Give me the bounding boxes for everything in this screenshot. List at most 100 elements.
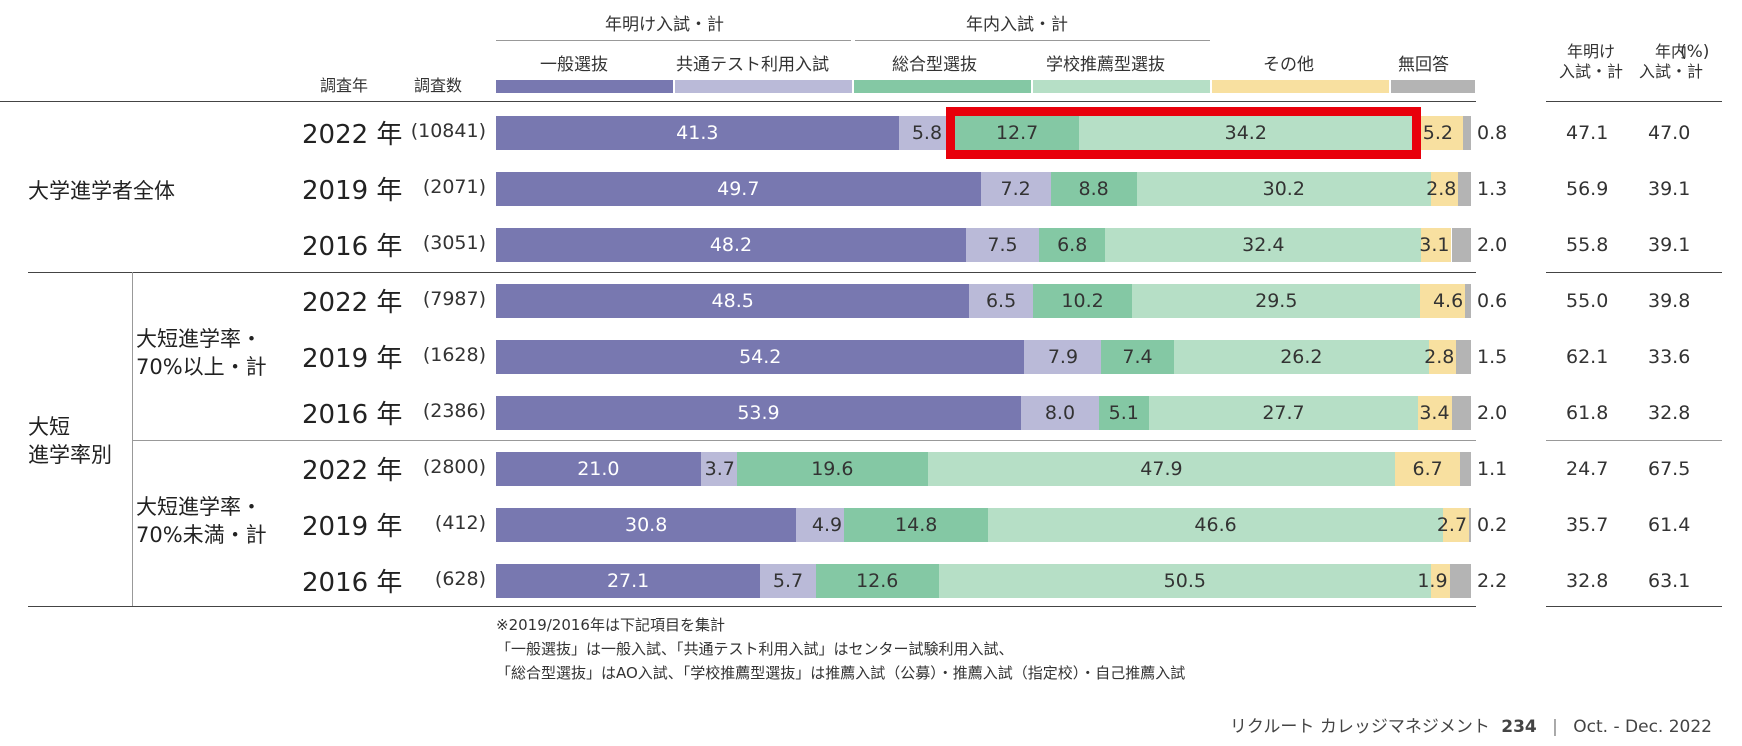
stacked-bar: 49.7 7.2 8.8 30.2 2.8 1.3 bbox=[496, 172, 1507, 206]
note-line-3: 「総合型選抜」はAO入試、「学校推薦型選抜」は推薦入試（公募）・推薦入試（指定校… bbox=[496, 664, 1186, 682]
bar-value-label-mukaito: 1.3 bbox=[1477, 178, 1508, 200]
legend-label-sogo: 総合型選抜 bbox=[892, 55, 977, 75]
bar-segment-kyotsu bbox=[760, 564, 816, 598]
bar-segment-ippan bbox=[496, 396, 1021, 430]
bar-value-label-suisen: 50.5 bbox=[1163, 570, 1206, 592]
row-nennai-total: 39.1 bbox=[1648, 178, 1691, 200]
bar-value-label-sogo: 5.1 bbox=[1108, 402, 1139, 424]
bar-segment-sogo bbox=[955, 116, 1080, 150]
bar-value-label-ippan: 48.2 bbox=[709, 234, 753, 256]
legend-swatch-sonota bbox=[1212, 80, 1389, 93]
row-ake-total: 61.8 bbox=[1566, 402, 1609, 424]
row-count-label: (628) bbox=[434, 568, 486, 590]
bar-value-label-sogo: 7.4 bbox=[1122, 346, 1153, 368]
note-line-1: ※2019/2016年は下記項目を集計 bbox=[496, 616, 725, 634]
footer-publication: リクルート カレッジマネジメント bbox=[1229, 717, 1490, 737]
bar-value-label-mukaito: 2.0 bbox=[1477, 234, 1508, 256]
rule-header-left bbox=[0, 101, 1476, 102]
bar-segment-kyotsu bbox=[1024, 340, 1102, 374]
row-count-label: (2800) bbox=[422, 456, 486, 478]
footer: リクルート カレッジマネジメント 234 | Oct. - Dec. 2022 bbox=[1230, 712, 1712, 737]
bar-value-label-ippan: 48.5 bbox=[711, 290, 754, 312]
subgroup-divider bbox=[132, 272, 133, 606]
bar-value-label-mukaito: 0.6 bbox=[1477, 290, 1508, 312]
bar-value-label-mukaito: 2.2 bbox=[1477, 570, 1508, 592]
column-header-count: 調査数 bbox=[414, 76, 463, 95]
row-year-label: 2016 年 bbox=[302, 400, 403, 430]
group-header-nennai: 年内入試・計 bbox=[966, 15, 1068, 35]
legend-label-mukaito: 無回答 bbox=[1398, 55, 1449, 75]
bar-value-label-mukaito: 0.2 bbox=[1477, 514, 1508, 536]
bar-segment-sonota bbox=[1442, 508, 1470, 542]
bar-value-label-sonota: 4.6 bbox=[1432, 290, 1464, 312]
row-nennai-total: 61.4 bbox=[1648, 514, 1691, 536]
row-count-label: (7987) bbox=[422, 288, 486, 310]
group-header-ake-rule bbox=[496, 40, 851, 41]
bar-value-label-sonota: 6.7 bbox=[1412, 458, 1443, 480]
bar-segment-suisen bbox=[1105, 228, 1422, 262]
bar-segment-kyotsu bbox=[700, 452, 737, 486]
bar-value-label-mukaito: 1.1 bbox=[1477, 458, 1508, 480]
row-ake-total: 35.7 bbox=[1566, 514, 1609, 536]
stacked-bar: 48.2 7.5 6.8 32.4 3.1 2.0 bbox=[496, 228, 1507, 262]
bar-segment-ippan bbox=[496, 116, 899, 150]
row-count-label: (2071) bbox=[422, 176, 486, 198]
legend-swatch-sogo bbox=[854, 80, 1031, 93]
bar-segment-kyotsu bbox=[969, 284, 1033, 318]
bar-segment-suisen bbox=[938, 564, 1432, 598]
bar-segment-ippan bbox=[496, 564, 761, 598]
row-year-label: 2022 年 bbox=[302, 456, 403, 486]
stacked-bar: 30.8 4.9 14.8 46.6 2.7 0.2 bbox=[496, 508, 1507, 542]
bar-value-label-ippan: 30.8 bbox=[624, 514, 668, 536]
row-count-label: (412) bbox=[434, 512, 486, 534]
bar-value-label-ippan: 27.1 bbox=[606, 570, 650, 592]
bar-value-label-sogo: 19.6 bbox=[811, 458, 854, 480]
bar-segment-suisen bbox=[1148, 396, 1419, 430]
row-ake-total: 47.1 bbox=[1566, 122, 1609, 144]
group-label-rate: 大短 進学率別 bbox=[28, 415, 112, 467]
legend-swatch-suisen bbox=[1033, 80, 1210, 93]
bar-segment-kyotsu bbox=[796, 508, 845, 542]
bar-segment-mukaito bbox=[1463, 116, 1471, 150]
stacked-bar: 53.9 8.0 5.1 27.7 3.4 2.0 bbox=[496, 396, 1507, 430]
stacked-bar: 48.5 6.5 10.2 29.5 4.6 0.6 bbox=[496, 284, 1507, 318]
bar-value-label-suisen: 46.6 bbox=[1194, 514, 1237, 536]
bar-segment-mukaito bbox=[1469, 508, 1471, 542]
bar-value-label-sonota: 3.1 bbox=[1419, 234, 1450, 256]
subgroup-label-low: 大短進学率・ 70%未満・計 bbox=[136, 495, 267, 547]
bar-value-label-sonota: 1.9 bbox=[1417, 570, 1448, 592]
bar-segment-sogo bbox=[815, 564, 939, 598]
bar-value-label-suisen: 29.5 bbox=[1255, 290, 1298, 312]
column-header-nennai-total: 年内 入試・計 bbox=[1638, 42, 1703, 81]
bar-value-label-sogo: 12.6 bbox=[856, 570, 899, 592]
bar-segment-sonota bbox=[1431, 172, 1459, 206]
row-nennai-total: 47.0 bbox=[1648, 122, 1691, 144]
row-count-label: (2386) bbox=[422, 400, 486, 422]
bar-value-label-ippan: 21.0 bbox=[577, 458, 620, 480]
row-nennai-total: 32.8 bbox=[1648, 402, 1691, 424]
bar-segment-kyotsu bbox=[1021, 396, 1099, 430]
bar-segment-suisen bbox=[1079, 116, 1413, 150]
legend-swatch-kyotsu bbox=[675, 80, 852, 93]
rule-group1-left bbox=[28, 272, 1476, 273]
row-nennai-total: 63.1 bbox=[1648, 570, 1691, 592]
group-label-all: 大学進学者全体 bbox=[28, 179, 175, 203]
bar-value-label-kyotsu: 8.0 bbox=[1044, 402, 1076, 424]
bar-segment-ippan bbox=[496, 228, 966, 262]
legend-swatch-mukaito bbox=[1391, 80, 1475, 93]
bar-value-label-kyotsu: 4.9 bbox=[811, 514, 843, 536]
rule-header-right bbox=[1546, 101, 1722, 102]
bar-segment-suisen bbox=[1173, 340, 1430, 374]
legend-label-suisen: 学校推薦型選抜 bbox=[1046, 55, 1165, 75]
row-nennai-total: 33.6 bbox=[1648, 346, 1691, 368]
group-header-ake: 年明け入試・計 bbox=[605, 15, 724, 35]
bar-segment-suisen bbox=[1132, 284, 1421, 318]
bar-value-label-suisen: 34.2 bbox=[1224, 122, 1267, 144]
bar-value-label-sonota: 2.7 bbox=[1436, 514, 1468, 536]
rule-group1-right bbox=[1546, 272, 1722, 273]
rule-subgroup-right bbox=[1546, 440, 1722, 441]
bar-value-label-suisen: 32.4 bbox=[1242, 234, 1285, 256]
bar-segment-mukaito bbox=[1451, 396, 1471, 430]
row-nennai-total: 39.8 bbox=[1648, 290, 1691, 312]
row-year-label: 2016 年 bbox=[302, 568, 403, 598]
